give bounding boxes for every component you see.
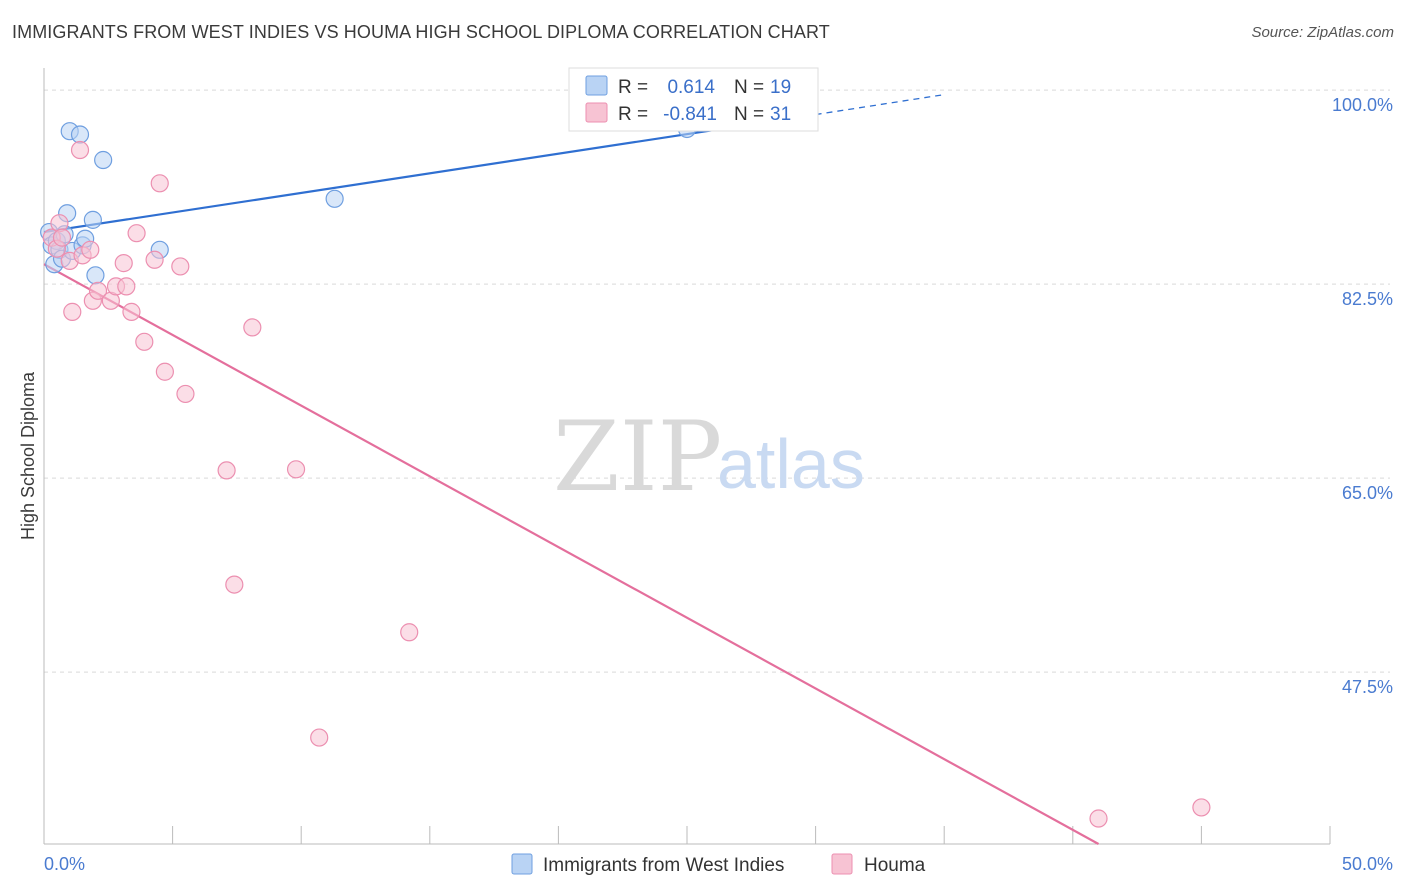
point-series-1-16 bbox=[127, 224, 146, 243]
watermark: ZIP atlas bbox=[553, 401, 865, 513]
legend-n-label-1: N = bbox=[734, 77, 764, 98]
legend-r-label-2: R = bbox=[618, 104, 648, 125]
watermark-atlas: atlas bbox=[717, 425, 865, 503]
legend-r-label-1: R = bbox=[618, 77, 648, 98]
watermark-zip: ZIP bbox=[553, 401, 722, 513]
point-series-1-14 bbox=[117, 277, 136, 296]
source-credit: Source: ZipAtlas.com bbox=[1251, 24, 1394, 41]
y-tick-label-0: 100.0% bbox=[1332, 95, 1393, 115]
legend-n-value-1: 19 bbox=[770, 77, 791, 98]
point-series-1-19 bbox=[150, 174, 169, 193]
x-ticks bbox=[172, 826, 1331, 844]
data-points bbox=[40, 119, 1211, 828]
point-series-1-29 bbox=[1089, 809, 1108, 828]
series-legend-swatch-blue bbox=[511, 853, 533, 875]
trend-line-series-0 bbox=[43, 113, 816, 234]
legend-swatch-blue bbox=[585, 75, 608, 96]
legend-r-value-2: -0.841 bbox=[663, 104, 717, 125]
point-series-1-25 bbox=[243, 318, 262, 337]
point-series-1-30 bbox=[1192, 798, 1211, 817]
point-series-1-6 bbox=[70, 140, 90, 160]
point-series-1-10 bbox=[88, 281, 108, 300]
point-series-0-14 bbox=[86, 266, 105, 285]
point-series-1-5 bbox=[63, 302, 82, 321]
point-series-1-17 bbox=[135, 332, 154, 351]
y-tick-label-3: 47.5% bbox=[1342, 677, 1393, 697]
x-tick-label-min: 0.0% bbox=[44, 854, 85, 874]
y-tick-label-2: 65.0% bbox=[1342, 483, 1393, 503]
point-series-1-20 bbox=[155, 362, 174, 381]
y-tick-labels: 100.0% 82.5% 65.0% 47.5% bbox=[1332, 95, 1393, 697]
point-series-1-23 bbox=[217, 461, 236, 480]
point-series-0-15 bbox=[94, 150, 113, 170]
chart-title: IMMIGRANTS FROM WEST INDIES VS HOUMA HIG… bbox=[12, 22, 830, 42]
trend-line-extension-series-0 bbox=[815, 93, 945, 116]
gridlines bbox=[44, 89, 1390, 673]
point-series-0-13 bbox=[83, 210, 102, 229]
point-series-1-15 bbox=[122, 302, 141, 321]
series-legend-swatch-pink bbox=[831, 853, 853, 875]
point-series-1-3 bbox=[52, 228, 72, 247]
legend-r-value-1: 0.614 bbox=[667, 77, 715, 98]
point-series-1-22 bbox=[176, 384, 195, 404]
y-tick-label-1: 82.5% bbox=[1342, 289, 1393, 309]
trend-line-series-1 bbox=[43, 263, 1100, 845]
series-legend-label-blue: Immigrants from West Indies bbox=[543, 855, 784, 876]
point-series-1-26 bbox=[286, 460, 306, 479]
legend-swatch-pink bbox=[585, 102, 608, 123]
y-axis-label: High School Diploma bbox=[18, 371, 38, 540]
point-series-1-27 bbox=[310, 728, 329, 747]
x-tick-label-max: 50.0% bbox=[1342, 854, 1393, 874]
point-series-1-18 bbox=[145, 250, 164, 269]
series-legend: Immigrants from West Indies Houma bbox=[511, 853, 926, 876]
point-series-1-28 bbox=[400, 623, 419, 642]
stats-legend: R = 0.614 N = 19 R = -0.841 N = 31 bbox=[568, 67, 819, 132]
point-series-1-13 bbox=[114, 254, 133, 273]
series-legend-label-pink: Houma bbox=[864, 855, 926, 876]
legend-n-value-2: 31 bbox=[770, 104, 791, 125]
legend-n-label-2: N = bbox=[734, 104, 764, 125]
stats-legend-box bbox=[568, 67, 819, 132]
point-series-1-8 bbox=[81, 240, 100, 259]
point-series-0-10 bbox=[70, 125, 90, 144]
point-series-1-21 bbox=[171, 257, 190, 276]
point-series-1-24 bbox=[225, 575, 244, 594]
point-series-0-17 bbox=[325, 189, 344, 208]
